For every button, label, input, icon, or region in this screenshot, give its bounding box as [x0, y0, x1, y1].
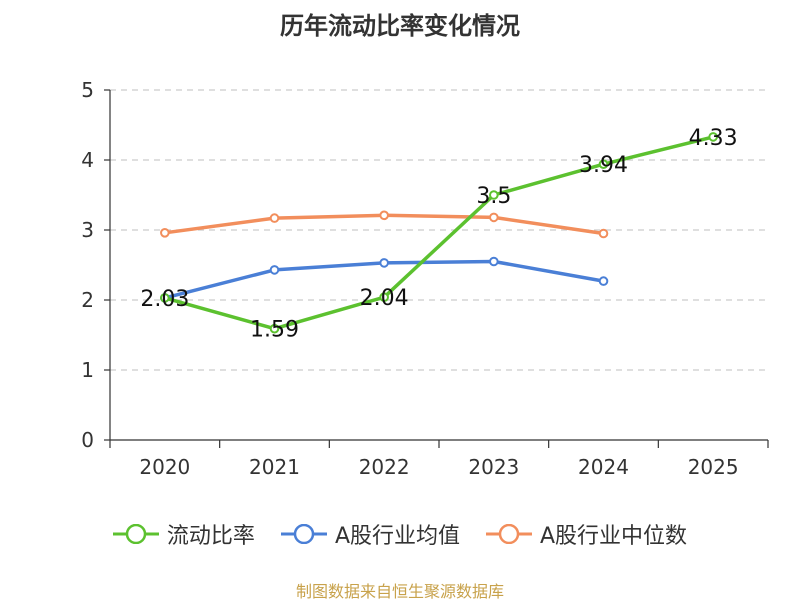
- data-point-series-2: [379, 210, 389, 221]
- data-label: 4.33: [689, 126, 738, 151]
- y-tick-label: 0: [81, 428, 94, 452]
- x-tick-label: 2025: [688, 455, 739, 479]
- data-point-series-2: [160, 228, 170, 238]
- legend-item-current-ratio[interactable]: 流动比率: [112, 518, 255, 550]
- data-point-series-0: [489, 190, 499, 200]
- source-note: 制图数据来自恒生聚源数据库: [295, 582, 504, 601]
- legend: 流动比率 A股行业均值 A股行业中位数: [0, 518, 800, 550]
- data-point-series-1: [379, 258, 389, 268]
- y-tick-label: 4: [81, 148, 94, 172]
- data-label: 2.04: [360, 286, 409, 311]
- x-tick-label: 2020: [139, 455, 190, 479]
- legend-swatch-industry-mean: [280, 524, 327, 544]
- data-point-series-2: [598, 228, 609, 239]
- data-label: 2.03: [140, 287, 189, 312]
- legend-item-industry-mean[interactable]: A股行业均值: [280, 518, 460, 550]
- data-label: 3.94: [579, 153, 628, 178]
- data-point-series-1: [598, 276, 609, 286]
- data-label: 1.59: [250, 318, 299, 343]
- data-label: 3.5: [476, 184, 511, 209]
- series-line-0: [164, 135, 714, 331]
- legend-swatch-industry-median: [486, 524, 532, 544]
- data-point-series-0: [708, 132, 718, 142]
- x-tick-label: 2021: [249, 455, 300, 479]
- x-tick-label: 2024: [578, 455, 629, 479]
- data-point-series-2: [489, 212, 499, 223]
- x-tick-label: 2023: [468, 455, 519, 479]
- x-tick-label: 2022: [359, 455, 410, 479]
- y-tick-label: 1: [81, 358, 94, 382]
- data-point-series-0: [269, 323, 280, 334]
- y-tick-label: 3: [81, 218, 94, 242]
- y-tick-label: 5: [81, 78, 94, 102]
- legend-item-industry-median[interactable]: A股行业中位数: [486, 518, 687, 550]
- data-point-series-0: [160, 293, 170, 303]
- y-tick-label: 2: [81, 288, 94, 312]
- data-point-series-2: [269, 213, 280, 223]
- data-point-series-1: [269, 265, 280, 275]
- legend-swatch-current-ratio: [112, 524, 159, 544]
- legend-label-industry-mean: A股行业均值: [334, 524, 460, 549]
- data-point-series-0: [379, 292, 389, 303]
- chart-title: 历年流动比率变化情况: [280, 12, 520, 40]
- legend-label-industry-median: A股行业中位数: [540, 524, 688, 549]
- data-point-series-1: [489, 256, 499, 267]
- legend-label-current-ratio: 流动比率: [166, 524, 255, 549]
- data-point-series-0: [598, 159, 609, 169]
